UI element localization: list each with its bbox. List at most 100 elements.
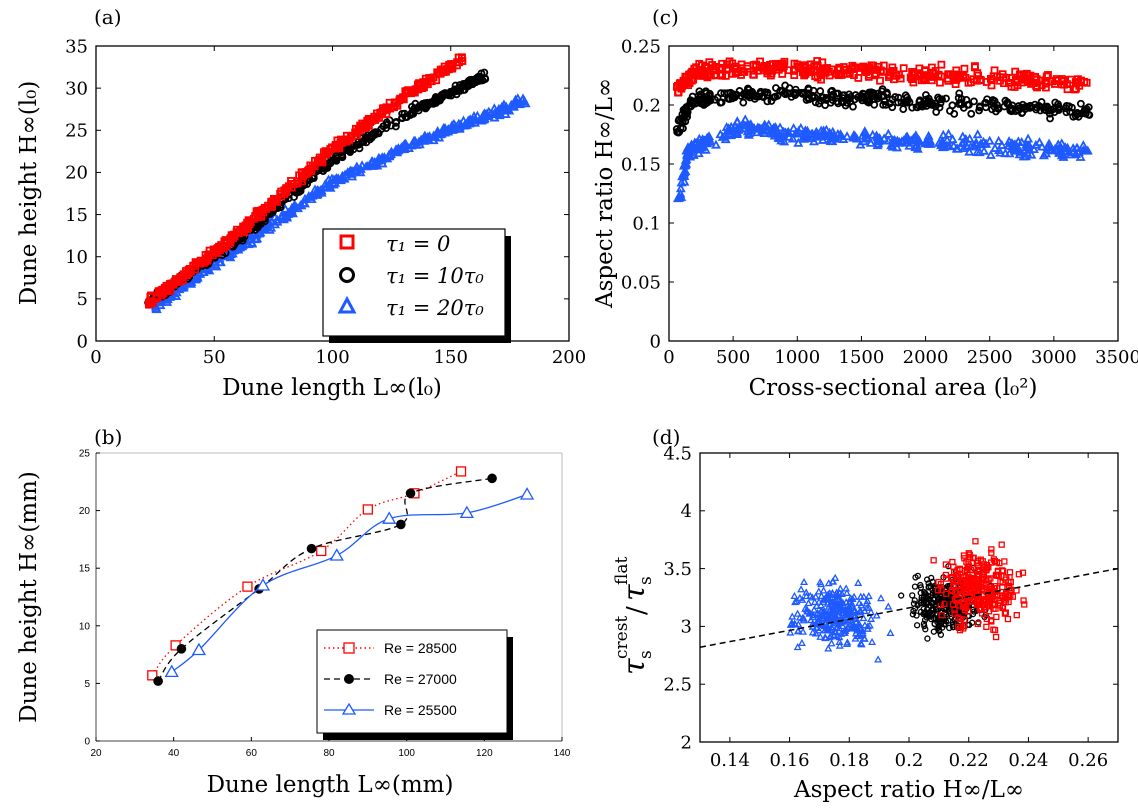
panel-c-point-1-366 bbox=[682, 105, 691, 114]
panel-d-point-1-275 bbox=[923, 576, 931, 583]
panel-c-point-1-327 bbox=[1031, 100, 1039, 109]
panel-d-point-0-206 bbox=[872, 611, 881, 619]
panel-a-point-1-218 bbox=[398, 113, 406, 122]
panel-d-point-0-246 bbox=[840, 610, 849, 618]
panel-d-point-0-83 bbox=[814, 587, 823, 595]
panel-c-xlabel: Cross-sectional area (l₀²) bbox=[749, 375, 1038, 401]
panel-a-point-2-293 bbox=[483, 106, 494, 116]
panel-d-point-2-274 bbox=[1007, 578, 1014, 586]
panel-c-point-2-141 bbox=[1028, 144, 1039, 154]
panel-d-point-1-180 bbox=[909, 592, 916, 599]
panel-c-point-1-307 bbox=[879, 100, 888, 109]
panel-b-legend-label-2: Re = 25500 bbox=[384, 702, 457, 718]
panel-a-point-2-368 bbox=[386, 146, 397, 156]
panel-a-point-1-368 bbox=[474, 72, 483, 81]
panel-a-point-1-375 bbox=[445, 91, 453, 100]
panel-d-point-2-263 bbox=[960, 623, 968, 630]
panel-b-point-1-0 bbox=[153, 676, 163, 686]
panel-c-point-1-356 bbox=[804, 84, 813, 93]
panel-c-xtick-label-3: 1500 bbox=[839, 347, 885, 368]
panel-a-point-1-290 bbox=[414, 104, 422, 112]
panel-c-point-2-351 bbox=[964, 133, 975, 143]
panel-d-point-2-299 bbox=[963, 579, 970, 586]
panel-a-point-2-276 bbox=[458, 115, 469, 125]
panel-c-point-2-315 bbox=[1009, 139, 1020, 149]
panel-c-point-1-348 bbox=[804, 89, 813, 98]
panel-c-point-2-266 bbox=[996, 140, 1007, 149]
panel-c-point-2-116 bbox=[793, 137, 804, 147]
panel-c-point-1-280 bbox=[702, 89, 711, 98]
panel-a-point-0-335 bbox=[249, 214, 258, 223]
panel-c-point-1-364 bbox=[675, 127, 684, 136]
panel-d-point-0-211 bbox=[798, 595, 807, 603]
panel-d-point-2-285 bbox=[994, 572, 1001, 579]
panel-d-ytick-label-0: 2 bbox=[681, 732, 692, 753]
panel-c-point-2-346 bbox=[861, 132, 872, 142]
panel-a-xtick-label-2: 100 bbox=[315, 347, 349, 368]
panel-c-label: (c) bbox=[652, 5, 679, 29]
panel-d-point-0-67 bbox=[811, 592, 820, 600]
panel-d-point-2-188 bbox=[960, 601, 968, 608]
panel-b-ytick-label-0: 0 bbox=[84, 737, 90, 748]
panel-d-point-0-249 bbox=[795, 613, 804, 621]
panel-d-point-2-190 bbox=[1002, 609, 1009, 616]
panel-c-point-2-307 bbox=[838, 133, 849, 143]
panel-c-point-1-299 bbox=[1071, 112, 1080, 120]
panel-d-point-1-220 bbox=[913, 622, 921, 629]
panel-a-ytick-label-0: 0 bbox=[77, 331, 88, 352]
panel-d-point-1-91 bbox=[910, 607, 917, 615]
panel-d-point-1-160 bbox=[929, 578, 936, 585]
panel-c-point-0-252 bbox=[971, 62, 979, 70]
panel-c-point-2-233 bbox=[723, 123, 734, 133]
panel-d-point-0-113 bbox=[859, 614, 868, 622]
panel-c-point-2-219 bbox=[944, 141, 955, 151]
panel-a-point-0-355 bbox=[317, 155, 326, 164]
panel-c-point-1-379 bbox=[990, 97, 999, 105]
panel-c-point-2-181 bbox=[943, 128, 954, 138]
panel-d-point-2-173 bbox=[1013, 612, 1020, 619]
panel-c-point-1-376 bbox=[791, 91, 799, 100]
panel-b-legend-marker-1 bbox=[344, 674, 354, 684]
panel-c-point-0-227 bbox=[682, 73, 691, 82]
panel-c-ticks: 0 500 1000 1500 2000 2500 3000 3500 0 0.05 0.1 0.15… bbox=[621, 36, 1138, 368]
panel-d-point-2-245 bbox=[965, 550, 972, 557]
panel-a-point-2-282 bbox=[519, 96, 530, 106]
panel-d-ylabel-sub-1: s bbox=[636, 650, 656, 659]
panel-a-point-2-294 bbox=[151, 304, 162, 314]
panel-c-ytick-label-0: 0 bbox=[650, 331, 661, 352]
panel-a-point-1-359 bbox=[338, 153, 347, 162]
panel-c-point-2-364 bbox=[1056, 150, 1067, 160]
panel-c-point-1-247 bbox=[1085, 111, 1094, 119]
panel-a-point-0-320 bbox=[414, 85, 423, 94]
panel-d-point-0-261 bbox=[834, 599, 843, 607]
panel-d-point-2-293 bbox=[963, 587, 971, 595]
panel-d-point-1-108 bbox=[909, 611, 917, 618]
panel-c-point-0-373 bbox=[841, 65, 849, 74]
panel-c-point-0-333 bbox=[724, 64, 732, 73]
panel-a-point-1-355 bbox=[465, 81, 473, 90]
panel-c-point-2-354 bbox=[738, 119, 749, 129]
panel-a-legend-label-1: τ₁ = 10τ₀ bbox=[386, 264, 484, 288]
panel-d-ylabel-tau-2: τ bbox=[617, 584, 652, 601]
panel-d-point-0-281 bbox=[802, 588, 811, 596]
panel-a-point-2-285 bbox=[247, 237, 258, 247]
panel-a-point-0-341 bbox=[196, 256, 205, 265]
panel-d-point-1-288 bbox=[937, 620, 945, 627]
panel-c-point-1-368 bbox=[948, 101, 957, 110]
panel-a-point-1-326 bbox=[468, 80, 477, 89]
panel-d-point-0-254 bbox=[805, 609, 814, 617]
panel-c-point-0-371 bbox=[743, 62, 752, 70]
panel-c-point-2-248 bbox=[993, 135, 1004, 145]
panel-c-point-0-303 bbox=[698, 61, 706, 70]
panel-b-point-1-4 bbox=[396, 519, 406, 530]
panel-c-point-0-147 bbox=[790, 71, 799, 79]
panel-b-legend-label-1: Re = 27000 bbox=[384, 671, 457, 687]
panel-c-ytick-label-5: 0.25 bbox=[621, 36, 661, 57]
panel-d-xtick-label-2: 0.18 bbox=[829, 750, 869, 771]
panel-c: (c) 0 500 1000 1500 2000 2500 3000 3500 0 0.05 0.1… bbox=[592, 5, 1138, 401]
panel-c-xtick-label-2: 1000 bbox=[774, 347, 820, 368]
panel-c-point-2-258 bbox=[696, 142, 707, 152]
panel-c-point-2-322 bbox=[872, 132, 883, 142]
panel-c-point-2-340 bbox=[851, 133, 862, 143]
panel-d-point-0-286 bbox=[837, 605, 846, 613]
